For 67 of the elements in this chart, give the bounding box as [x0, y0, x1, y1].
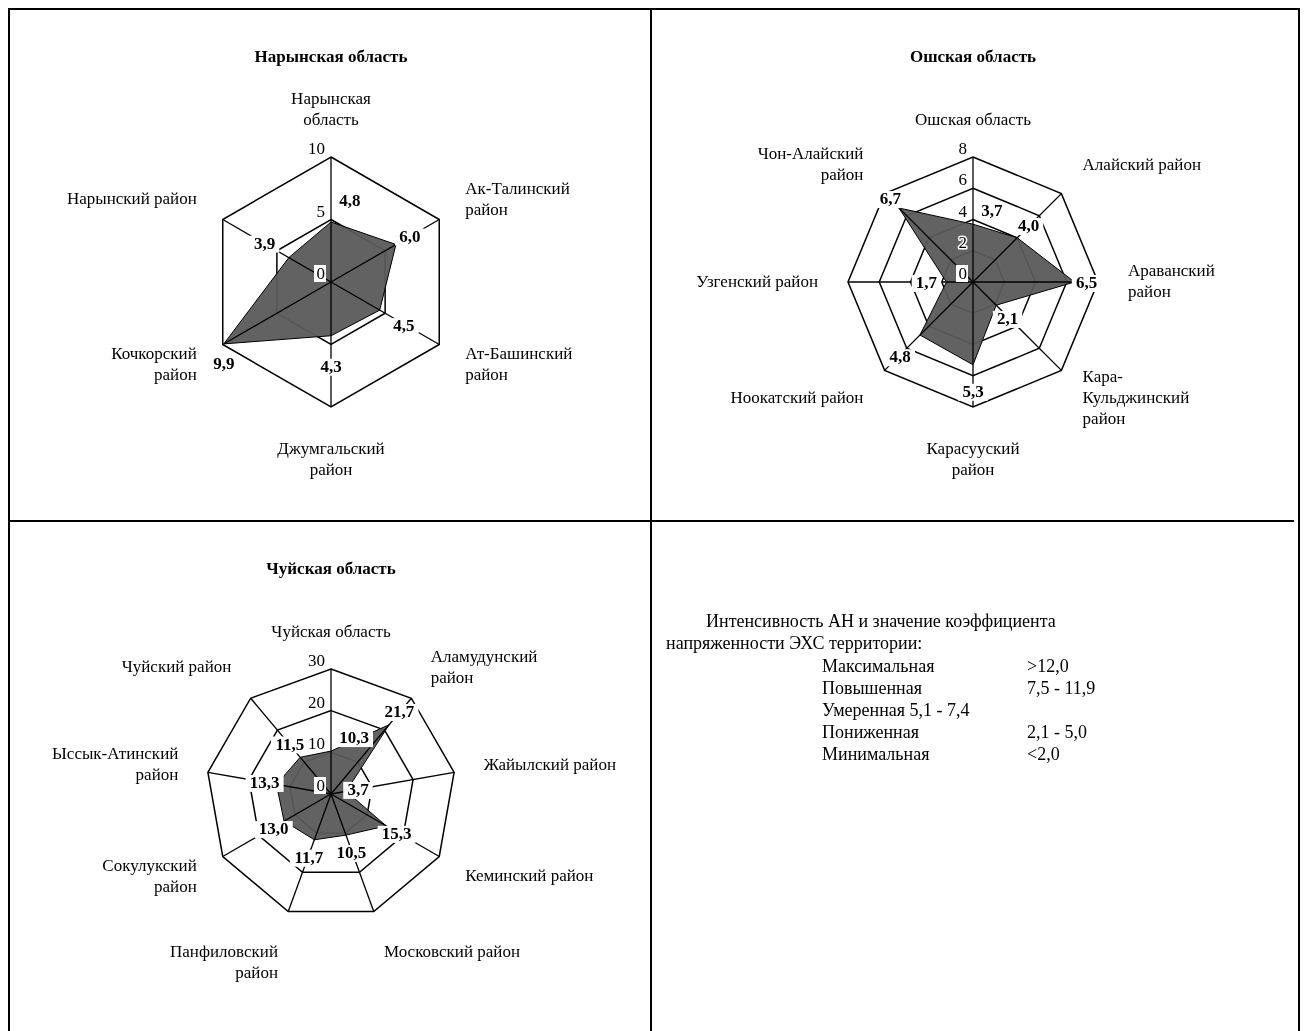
- spoke-label: Кеминский район: [465, 866, 594, 885]
- spoke-label: Араванский район: [1128, 261, 1215, 301]
- spoke-label: Нарынский район: [66, 189, 197, 208]
- data-label: 3,7: [981, 201, 1003, 221]
- spoke-label: Кара- Кульджинский район: [1082, 367, 1190, 429]
- spoke-label: Ноокатский район: [730, 388, 864, 408]
- spoke-label: Московский район: [384, 941, 520, 961]
- chart-title: Чуйская область: [266, 559, 396, 578]
- data-label: 4,8: [889, 347, 911, 367]
- data-label: 11,5: [275, 734, 305, 754]
- spoke-label: Чон-Алайский район: [757, 144, 864, 185]
- data-label: 9,9: [213, 353, 235, 373]
- spoke-label: Ат-Башинский район: [465, 343, 573, 384]
- spoke-label: Ошская область: [914, 110, 1032, 129]
- data-label: 6,7: [879, 189, 902, 209]
- text: Максимальная >12,0: [822, 656, 1069, 676]
- y-tick-label: 30: [308, 651, 325, 670]
- spoke-label: Ак-Талинский район: [465, 178, 570, 219]
- data-label: 13,0: [258, 819, 289, 839]
- spoke-label: Джумгальский район: [277, 439, 385, 479]
- y-tick-label: 4: [958, 201, 968, 221]
- data-label: 1,7: [915, 273, 938, 292]
- text: Пониженная 2,1 - 5,0: [822, 722, 1087, 742]
- data-label: 4,0: [1017, 216, 1040, 236]
- data-label: 2,1: [996, 308, 1019, 328]
- data-label: 3,9: [253, 233, 276, 253]
- spoke-label: Ыссык-Атинский район: [52, 744, 179, 785]
- data-label: 4,3: [320, 356, 342, 376]
- data-label: 21,7: [384, 701, 415, 721]
- data-label: 15,3: [381, 823, 412, 843]
- data-label: 5,3: [962, 381, 984, 401]
- y-tick-label: 0: [316, 264, 325, 283]
- spoke-label: Узгенский район: [696, 271, 818, 291]
- spoke-label: Чуйская область: [271, 622, 391, 641]
- data-label: 11,7: [294, 847, 324, 867]
- data-label: 6,5: [1075, 273, 1098, 292]
- spoke-label: Карасууский район: [926, 439, 1020, 479]
- data-label: 3,7: [347, 779, 370, 799]
- text: Умеренная 5,1 - 7,4: [822, 699, 970, 721]
- y-tick-label: 2: [958, 232, 967, 252]
- text: Минимальная <2,0: [822, 744, 1060, 764]
- spoke-label: Сокулукский район: [102, 855, 197, 896]
- data-label: 13,3: [249, 772, 280, 792]
- y-tick-label: 20: [308, 692, 325, 712]
- y-tick-label: 8: [958, 139, 967, 158]
- chart-title: Нарынская область: [254, 47, 408, 66]
- spoke-label: Алайский район: [1082, 154, 1202, 174]
- data-label: 10,3: [339, 728, 369, 748]
- data-label: 10,5: [336, 843, 367, 863]
- spoke-label: Нарынская область: [291, 89, 372, 129]
- y-tick-label: 6: [958, 170, 967, 190]
- spoke-label: Жайылский район: [483, 754, 616, 774]
- spoke-label: Аламудунский район: [430, 646, 538, 687]
- text: Интенсивность АН и значение коэффициента напряженности ЭХС территории:: [666, 610, 1057, 654]
- spoke-label: Кочкорский район: [111, 343, 197, 384]
- y-tick-label: 0: [958, 264, 967, 283]
- data-label: 6,0: [399, 226, 421, 246]
- spoke-label: Панфиловский район: [170, 941, 278, 982]
- text: Повышенная 7,5 - 11,9: [822, 678, 1096, 698]
- y-tick-label: 0: [316, 776, 325, 795]
- spoke-label: Чуйский район: [121, 657, 232, 677]
- data-label: 4,5: [393, 316, 415, 336]
- y-tick-label: 10: [308, 139, 325, 158]
- chart-title: Ошская область: [909, 47, 1037, 66]
- data-label: 4,8: [339, 191, 361, 210]
- y-tick-label: 10: [308, 734, 325, 754]
- y-tick-label: 5: [316, 201, 325, 221]
